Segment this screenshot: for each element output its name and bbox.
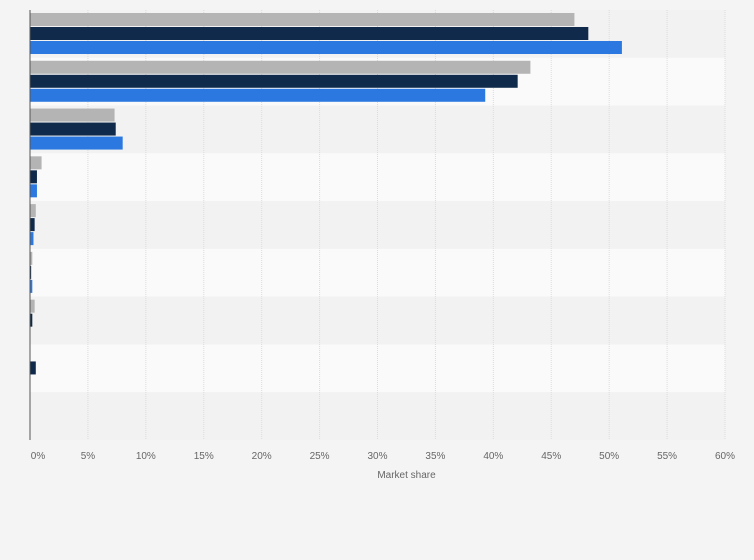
x-axis-ticks: 0% 5% 10% 15% 20% 25% 30% 35% 40% 45% 50% 55% 60% xyxy=(31,451,735,462)
bar xyxy=(30,313,33,327)
bars xyxy=(30,13,622,375)
bar xyxy=(30,136,123,150)
bar xyxy=(30,122,116,136)
bar xyxy=(30,74,518,88)
bar xyxy=(30,27,589,40)
x-tick-label: 30% xyxy=(367,451,387,462)
bar xyxy=(30,108,115,122)
x-tick-label: 60% xyxy=(715,451,735,462)
bar xyxy=(30,251,33,265)
bar xyxy=(30,41,622,54)
bar xyxy=(30,88,486,102)
category-band xyxy=(30,153,725,202)
x-tick-label: 55% xyxy=(657,451,677,462)
x-tick-label: 20% xyxy=(252,451,272,462)
x-tick-label: 10% xyxy=(136,451,156,462)
x-tick-label: 45% xyxy=(541,451,561,462)
bar xyxy=(30,170,37,184)
x-tick-label: 15% xyxy=(194,451,214,462)
x-tick-label: 40% xyxy=(483,451,503,462)
bar xyxy=(30,279,33,293)
bar xyxy=(30,156,42,170)
bar xyxy=(30,60,531,74)
bar xyxy=(30,204,36,218)
bar xyxy=(30,299,35,313)
x-tick-label: 5% xyxy=(81,451,96,462)
x-tick-label: 50% xyxy=(599,451,619,462)
bar xyxy=(30,13,575,26)
bar xyxy=(30,184,37,198)
category-band xyxy=(30,105,725,154)
x-tick-label: 0% xyxy=(31,451,46,462)
bar xyxy=(30,361,36,375)
x-axis-title: Market share xyxy=(377,470,436,481)
gridlines xyxy=(87,10,726,440)
x-tick-label: 25% xyxy=(310,451,330,462)
bar xyxy=(30,265,32,279)
x-tick-label: 35% xyxy=(425,451,445,462)
bar xyxy=(30,218,35,232)
bar xyxy=(30,232,34,246)
